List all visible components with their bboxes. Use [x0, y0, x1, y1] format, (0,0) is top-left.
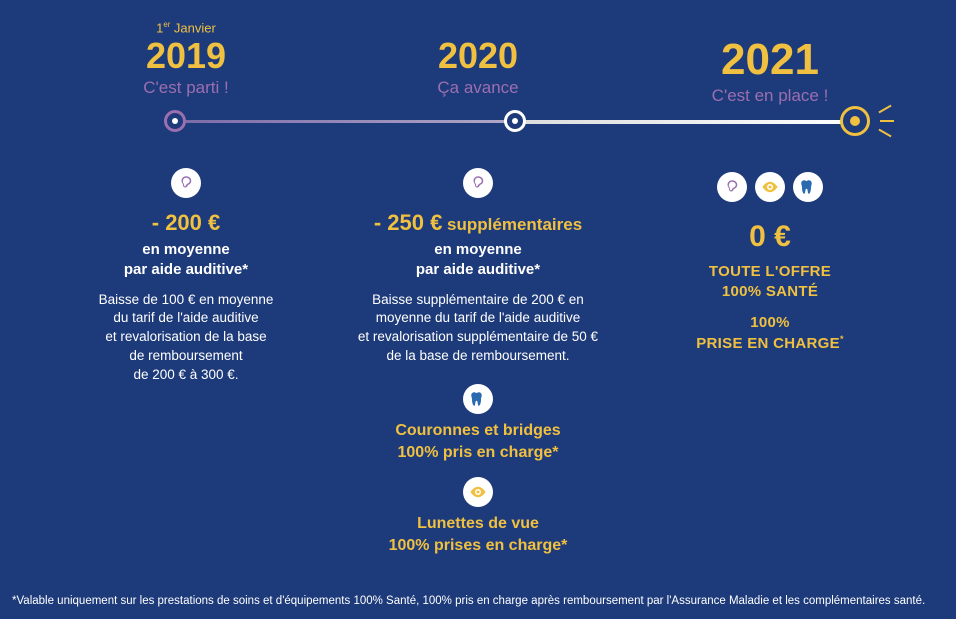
col-2020: 2020 Ça avance - 250 € supplémentaires e…	[332, 20, 624, 566]
headline-2020-main: - 250 €	[374, 210, 443, 235]
icons-2019	[171, 168, 201, 198]
subtitle-2020: Ça avance	[437, 78, 518, 98]
line2-2021: 100%PRISE EN CHARGE*	[696, 313, 844, 355]
desc-2019: Baisse de 100 € en moyennedu tarif de l'…	[99, 291, 274, 385]
icon-2020-eye	[463, 477, 493, 507]
col-2019: 1er Janvier 2019 C'est parti ! - 200 € e…	[40, 20, 332, 566]
pretitle-2019: 1er Janvier	[156, 20, 216, 36]
desc-2020: Baisse supplémentaire de 200 € enmoyenne…	[358, 291, 598, 367]
section-2020-dental: Couronnes et bridges100% pris en charge*	[395, 420, 560, 463]
tooth-icon	[463, 384, 493, 414]
year-2021: 2021	[721, 38, 819, 82]
pretitle-2020-spacer	[476, 20, 480, 36]
section-2020-optical: Lunettes de vue100% prises en charge*	[389, 513, 568, 556]
headline-2020: - 250 € supplémentaires	[374, 210, 582, 236]
sub-bold-2020: en moyennepar aide auditive*	[416, 240, 540, 281]
headline-2019: - 200 €	[152, 210, 221, 236]
amount-2021: 0 €	[749, 220, 791, 254]
col-2021: 2021 C'est en place ! 0 € TOUTE L'OFFRE1…	[624, 20, 916, 566]
line1-2021: TOUTE L'OFFRE100% SANTÉ	[709, 262, 831, 303]
year-2019: 2019	[146, 38, 226, 74]
sub-bold-2019: en moyennepar aide auditive*	[124, 240, 248, 281]
eye-icon	[463, 477, 493, 507]
subtitle-2019: C'est parti !	[143, 78, 228, 98]
ear-icon	[463, 168, 493, 198]
tooth-icon	[793, 172, 823, 202]
columns: 1er Janvier 2019 C'est parti ! - 200 € e…	[0, 20, 956, 566]
icon-2020-tooth	[463, 384, 493, 414]
ear-icon	[171, 168, 201, 198]
pretitle-2021-spacer	[768, 20, 772, 36]
year-2020: 2020	[438, 38, 518, 74]
ear-icon	[717, 172, 747, 202]
headline-2020-suffix: supplémentaires	[442, 215, 582, 234]
icons-2020-1	[463, 168, 493, 198]
subtitle-2021: C'est en place !	[712, 86, 829, 106]
icons-2021	[717, 172, 823, 202]
eye-icon	[755, 172, 785, 202]
footnote: *Valable uniquement sur les prestations …	[12, 595, 944, 607]
